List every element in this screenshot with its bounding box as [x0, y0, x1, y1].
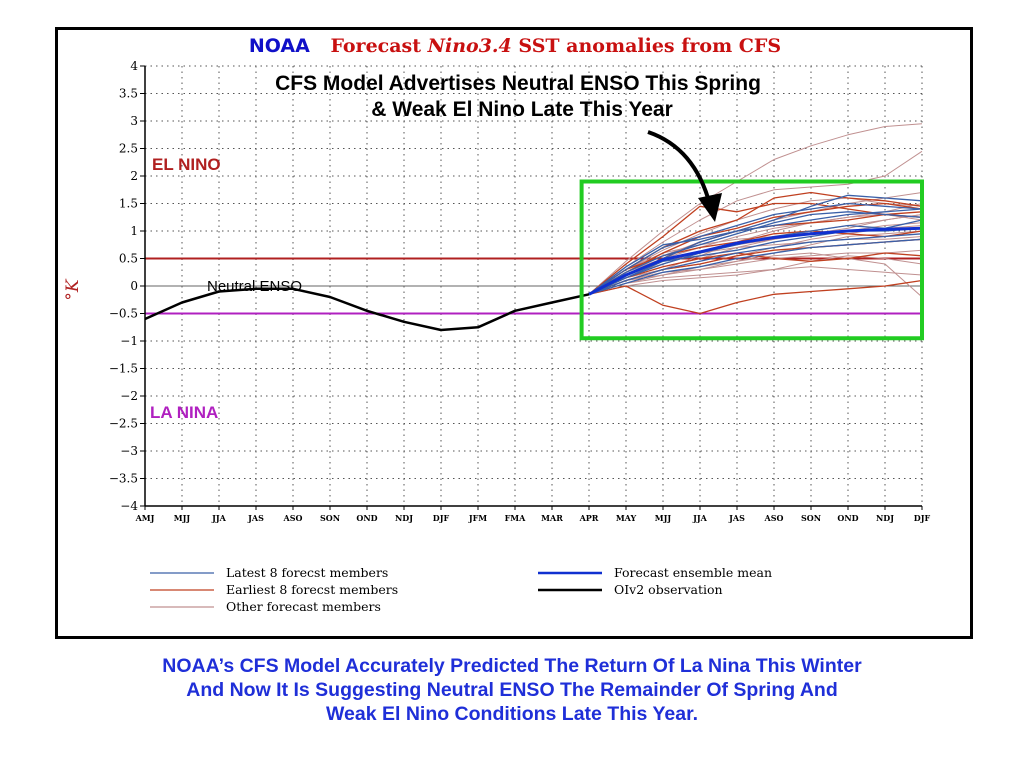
y-tick-label: −1.5 — [109, 362, 138, 376]
x-tick-label: NDJ — [876, 513, 894, 523]
legend-label: Latest 8 forecst members — [226, 565, 388, 580]
y-tick-label: −4 — [120, 499, 138, 513]
annotation-line1: CFS Model Advertises Neutral ENSO This S… — [275, 72, 761, 95]
x-tick-label: DJF — [914, 513, 931, 523]
y-tick-label: 1 — [130, 224, 138, 238]
y-tick-label: 3 — [130, 114, 138, 128]
caption-line3: Weak El Nino Conditions Late This Year. — [325, 703, 699, 725]
other-member-line — [588, 252, 923, 298]
x-tick-label: AMJ — [135, 513, 155, 523]
x-tick-label: MAR — [541, 513, 563, 523]
x-tick-label: ASO — [764, 513, 784, 523]
other-member-line — [588, 266, 923, 295]
la-nina-label: LA NINA — [150, 403, 218, 422]
title-italic: Nino3.4 — [427, 35, 512, 57]
legend-label: Other forecast members — [226, 599, 381, 614]
y-tick-label: −2 — [120, 389, 138, 403]
title-suffix: SST anomalies from CFS — [518, 35, 781, 57]
x-tick-label: OND — [837, 513, 858, 523]
y-tick-label: 0.5 — [119, 252, 138, 266]
x-tick-label: FMA — [505, 513, 527, 523]
earliest-member-line — [588, 279, 923, 315]
x-tick-label: JFM — [468, 513, 487, 523]
axes: −4 −3.5 −3 −2.5 −2 −1.5 −1 −0.5 0 0.5 1 1.5 2 2.5 3 3.5… — [109, 59, 931, 523]
forecast-highlight-box — [579, 179, 924, 341]
x-tick-label: DJF — [433, 513, 450, 523]
caption: NOAA’s CFS Model Accurately Predicted Th… — [0, 654, 1024, 726]
latest-member-line — [588, 238, 923, 295]
y-tick-label: 2.5 — [119, 142, 138, 156]
x-tick-label: MJJ — [655, 513, 672, 523]
earliest-member-line — [588, 230, 923, 295]
y-tick-label: 3.5 — [119, 87, 138, 101]
legend: Latest 8 forecst members Earliest 8 forec… — [150, 565, 772, 614]
y-tick-label: 4 — [130, 59, 138, 73]
y-tick-label: 2 — [130, 169, 138, 183]
other-member-line — [588, 197, 923, 295]
y-tick-label: −3 — [120, 444, 138, 458]
x-tick-label: SON — [801, 513, 821, 523]
arrow-head — [698, 193, 722, 222]
y-tick-label: −0.5 — [109, 307, 138, 321]
observation — [144, 287, 590, 332]
neutral-enso-label: Neutral ENSO — [207, 278, 302, 295]
observation-line — [144, 287, 590, 332]
other-member-line — [588, 123, 923, 295]
nino34-forecast-chart: −4 −3.5 −3 −2.5 −2 −1.5 −1 −0.5 0 0.5 1 1.5 2 2.5 3 3.5… — [63, 35, 931, 614]
annotation-arrow — [647, 130, 712, 206]
y-axis-label: °K — [63, 278, 83, 301]
y-tick-label: −2.5 — [109, 417, 138, 431]
other-member-line — [588, 203, 923, 295]
y-tick-label: −3.5 — [109, 472, 138, 486]
latest-member-line — [588, 202, 923, 295]
chart-frame — [55, 27, 973, 639]
annotation-line2: & Weak El Nino Late This Year — [371, 98, 673, 121]
el-nino-label: EL NINO — [152, 155, 221, 174]
legend-label: OIv2 observation — [614, 582, 723, 597]
y-tick-label: 0 — [130, 279, 138, 293]
x-tick-label: MJJ — [174, 513, 191, 523]
ensemble-mean-line — [588, 226, 923, 296]
legend-label: Earliest 8 forecst members — [226, 582, 398, 597]
earliest-member-line — [588, 202, 923, 295]
x-tick-label: JJA — [211, 513, 227, 523]
x-tick-label: NDJ — [395, 513, 413, 523]
annotations: NOAA Forecast Nino3.4 SST anomalies from… — [63, 35, 781, 422]
caption-line1: NOAA’s CFS Model Accurately Predicted Th… — [162, 655, 862, 677]
x-tick-label: JAS — [247, 513, 264, 523]
x-tick-label: JJA — [692, 513, 708, 523]
x-tick-label: JAS — [728, 513, 745, 523]
chart-title: NOAA Forecast Nino3.4 SST anomalies from… — [249, 35, 781, 57]
x-tick-label: ASO — [283, 513, 303, 523]
other-member-line — [588, 255, 923, 295]
latest-member-line — [588, 233, 923, 295]
x-tick-label: APR — [579, 513, 599, 523]
threshold-lines — [145, 257, 922, 315]
caption-line2: And Now It Is Suggesting Neutral ENSO Th… — [186, 679, 838, 701]
latest-member-line — [588, 194, 923, 295]
ensemble-mean — [588, 226, 923, 296]
x-tick-label: OND — [356, 513, 377, 523]
title-prefix: Forecast — [330, 35, 427, 57]
brand-noaa: NOAA — [249, 35, 310, 57]
y-tick-label: −1 — [120, 334, 138, 348]
other-member-line — [588, 249, 923, 295]
latest-members — [588, 194, 923, 295]
highlight-box — [579, 179, 924, 341]
x-tick-label: SON — [320, 513, 340, 523]
x-tick-label: MAY — [616, 513, 637, 523]
y-tick-label: 1.5 — [119, 197, 138, 211]
legend-label: Forecast ensemble mean — [614, 565, 772, 580]
